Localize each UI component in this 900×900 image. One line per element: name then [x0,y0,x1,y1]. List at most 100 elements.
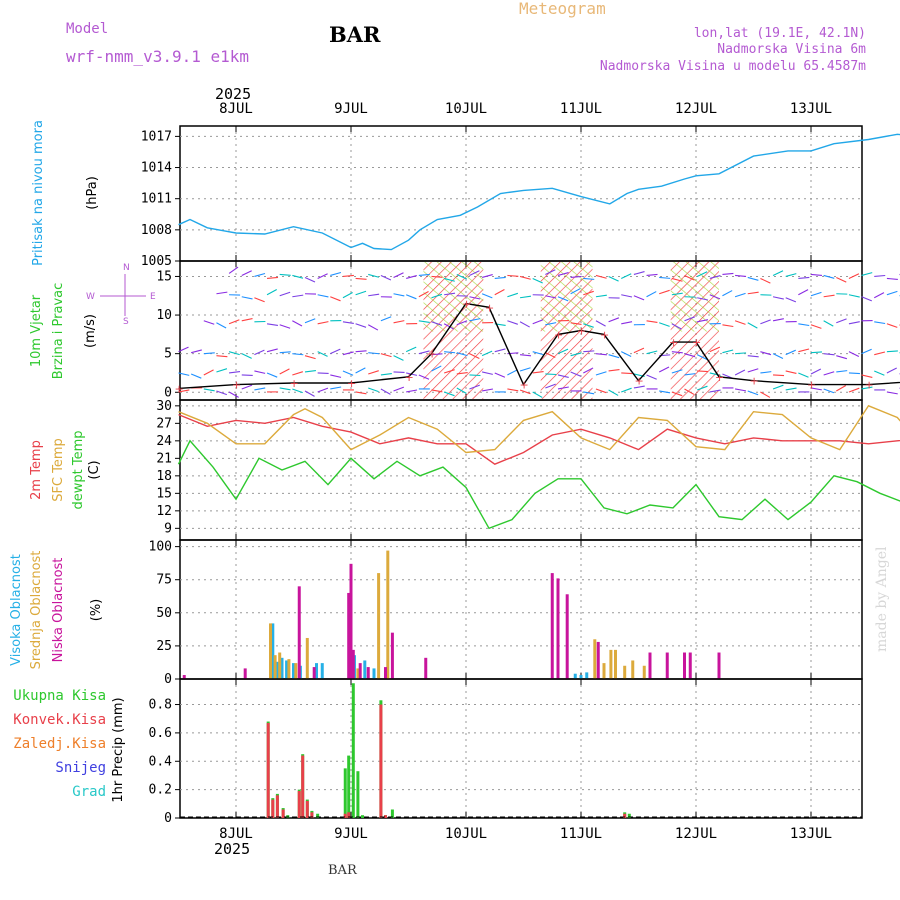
wind-arrow [621,387,632,393]
bar-high_cloud [363,660,367,679]
wind-arrow [532,391,543,398]
wind-arrow [292,388,303,394]
wind-marker: + [715,371,724,384]
wind-arrow [431,353,443,356]
bar-precip_conv [266,722,270,818]
wind-arrow [431,275,443,278]
wind-arrow [886,290,898,296]
station-elevation: Nadmorska Visina 6m [717,42,866,57]
wind-arrow [848,351,860,357]
y-tick-label: 25 [156,639,172,654]
wind-arrow [532,371,544,374]
wind-arrow [393,320,405,324]
wind-arrow [823,371,835,376]
wind-arrow [355,367,366,374]
wind-arrow [722,290,733,297]
y-label-pressure: Pritisak na nivou mora [31,120,46,266]
y-tick-label: 0.8 [149,698,172,713]
wind-arrow [557,296,569,302]
wind-arrow [861,272,873,276]
bar-mid_cloud [386,550,390,679]
bar-mid_cloud [614,649,617,679]
y-label-dewpt: dewpt Temp [71,430,86,509]
wind-arrow [583,367,594,374]
wind-marker: + [750,375,759,388]
bar-low_cloud [297,586,301,679]
y-label-temp2m: 2m Temp [29,440,44,500]
wind-arrow [785,273,797,277]
bar-low_cloud [358,663,362,679]
wind-arrow [583,277,595,280]
wind-arrow [646,291,657,298]
wind-arrow [330,271,342,276]
wind-arrow [204,293,214,296]
bar-low_cloud [424,657,428,679]
wind-arrow [216,265,224,273]
wind-arrow [823,320,834,327]
bottom-day-label: 8JUL [219,826,253,842]
wind-arrow [254,297,265,303]
station-title: BAR [329,22,381,47]
bar-mid_cloud [278,652,282,679]
bar-precip_conv [297,791,301,818]
y-tick-label: 15 [156,269,172,284]
wind-arrow [456,320,468,326]
wind-arrow [557,272,569,276]
wind-arrow [836,370,848,373]
wind-arrow [583,391,595,395]
bar-mid_cloud [356,668,360,679]
wind-arrow [659,276,671,279]
bottom-day-label: 12JUL [675,826,717,842]
wind-arrow [659,289,670,295]
wind-arrow [621,351,632,357]
wind-arrow [444,351,456,354]
wind-arrow [697,319,709,323]
wind-arrow [886,323,898,328]
bar-precip_conv [271,799,275,818]
y-tick-label: 1005 [141,254,172,269]
wind-arrow [342,274,354,277]
wind-arrow [368,293,380,297]
wind-arrow [367,324,379,331]
wind-arrow [595,388,607,394]
wind-arrow [494,348,506,353]
wind-arrow [456,273,468,280]
bar-low_cloud [556,578,560,679]
top-day-label: 11JUL [560,101,602,117]
wind-arrow [431,365,442,372]
wind-arrow [304,355,316,360]
wind-arrow [292,294,304,298]
bar-high_cloud [320,663,324,679]
bar-high_cloud [579,675,583,679]
bar-mid_cloud [602,663,606,679]
wind-arrow [481,274,493,278]
wind-arrow [861,296,873,302]
footer-station: BAR [328,863,358,878]
wind-arrow [810,351,823,354]
wind-arrow [317,273,328,279]
wind-arrow [519,354,532,357]
wind-arrow [342,321,354,324]
wind-arrow [671,277,683,282]
compass-east: E [150,292,156,302]
compass-north: N [123,263,130,273]
top-day-labels: 8JUL 9JUL 10JUL 11JUL 12JUL 13JUL [219,101,832,117]
wind-marker: + [462,297,471,310]
wind-arrow [418,273,430,276]
wind-arrow [393,386,405,392]
wind-arrow [848,387,860,393]
wind-arrow [810,291,822,297]
wind-arrow [886,367,897,374]
wind-arrow [355,290,367,296]
y-unit-pressure: (hPa) [85,176,100,210]
wind-arrow [418,374,430,380]
wind-arrow [722,272,734,275]
wind-marker: + [485,301,494,314]
wind-arrow [380,274,392,281]
wind-arrow [191,325,202,327]
wind-arrow [355,391,367,395]
wind-arrow [444,277,455,282]
wind-arrow [848,273,860,279]
wind-arrow [393,355,404,361]
wind-arrow [279,387,291,391]
